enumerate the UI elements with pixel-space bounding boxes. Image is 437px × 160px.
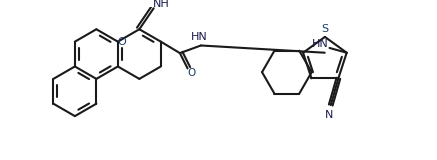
Text: O: O bbox=[187, 68, 195, 78]
Text: HN: HN bbox=[312, 39, 328, 49]
Text: NH: NH bbox=[153, 0, 170, 9]
Text: N: N bbox=[325, 110, 333, 120]
Text: S: S bbox=[321, 24, 329, 34]
Text: HN: HN bbox=[191, 32, 208, 42]
Text: O: O bbox=[117, 37, 126, 47]
